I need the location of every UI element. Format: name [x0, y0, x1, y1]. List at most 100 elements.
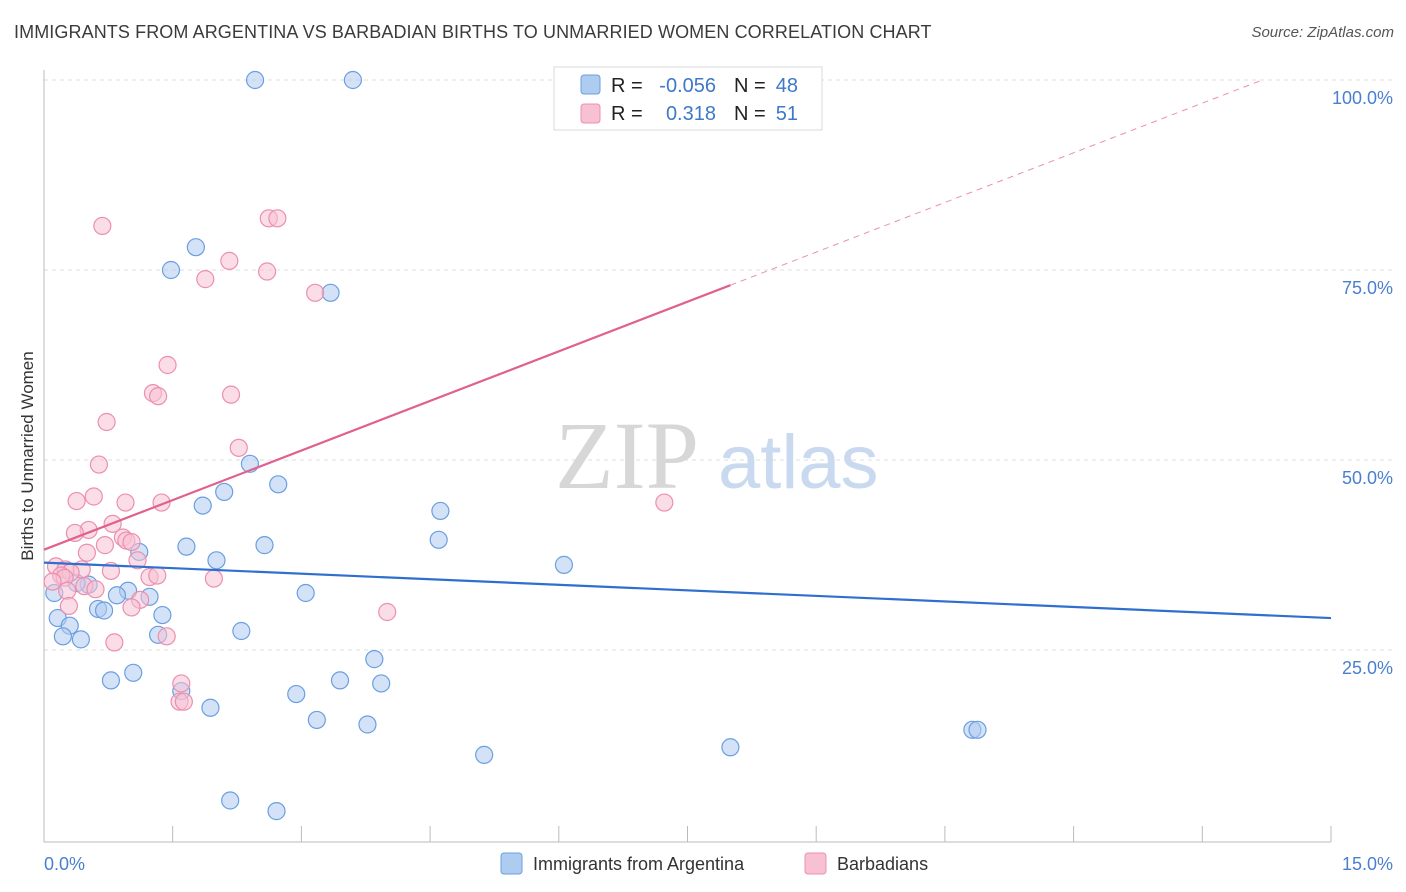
barbadians-point [95, 536, 115, 555]
legend-label-argentina: Immigrants from Argentina [533, 854, 745, 874]
barbadians-point [97, 412, 116, 432]
barbadians-point [77, 543, 97, 562]
watermark-atlas: atlas [718, 420, 879, 505]
barbadians-point [174, 692, 193, 711]
argentina-point [554, 555, 574, 574]
argentina-point [321, 283, 340, 302]
argentina-point [101, 671, 121, 690]
watermark-zip: ZIP [555, 402, 699, 509]
stats-n-value-pink: 51 [776, 103, 798, 125]
barbadians-point [58, 581, 77, 600]
stats-r-label-blue: R = [611, 75, 643, 97]
stats-n-label-pink: N = [734, 103, 766, 125]
barbadians-point [157, 627, 176, 646]
barbadians-point [84, 487, 103, 506]
chart-title: IMMIGRANTS FROM ARGENTINA VS BARBADIAN B… [14, 22, 932, 42]
barbadians-point [128, 551, 147, 570]
argentina-point [372, 674, 391, 693]
y-tick-label: 75.0% [1342, 278, 1393, 298]
argentina-point [269, 475, 288, 494]
argentina-point [968, 720, 987, 739]
legend-label-barbadians: Barbadians [837, 854, 928, 874]
argentina-point [365, 650, 384, 669]
argentina-point [201, 698, 220, 717]
barbadians-point [257, 262, 277, 281]
y-tick-labels: 25.0% 50.0% 75.0% 100.0% [1332, 88, 1393, 678]
argentina-point [330, 671, 350, 690]
y-tick-label: 50.0% [1342, 468, 1393, 488]
stats-r-value-pink: 0.318 [666, 103, 716, 125]
argentina-point [94, 601, 114, 620]
barbadians-trend-line [43, 284, 731, 551]
barbadians-point [655, 493, 674, 512]
barbadians-point [196, 270, 215, 289]
barbadians-point [306, 283, 325, 302]
barbadians-point [158, 355, 177, 375]
argentina-point [221, 791, 240, 810]
barbadians-point [220, 251, 239, 270]
argentina-point [475, 745, 494, 764]
argentina-point [232, 621, 251, 641]
argentina-point [721, 738, 740, 757]
barbadians-point [122, 598, 141, 617]
argentina-point [287, 684, 306, 704]
argentina-point [193, 496, 212, 515]
barbadians-point [43, 572, 62, 591]
y-tick-label: 25.0% [1342, 658, 1393, 678]
barbadians-point [59, 596, 78, 616]
argentina-point [431, 501, 450, 521]
argentina-point [107, 586, 127, 605]
barbadians-point [67, 491, 86, 511]
series-barbadians-points [43, 209, 674, 711]
argentina-point [267, 802, 286, 821]
argentina-point [153, 605, 172, 625]
barbadians-trend-extension [730, 79, 1263, 286]
argentina-point [186, 238, 205, 257]
argentina-point [215, 482, 234, 502]
barbadians-point [148, 566, 167, 585]
barbadians-point [149, 387, 168, 406]
trend-lines [43, 79, 1332, 620]
argentina-point [296, 583, 315, 603]
barbadians-point [86, 580, 105, 599]
argentina-point [429, 530, 448, 549]
barbadians-point [229, 438, 248, 457]
series-legend: Immigrants from Argentina Barbadians [500, 852, 928, 875]
x-tick-label-min: 0.0% [44, 854, 85, 874]
barbadians-point [89, 455, 109, 474]
barbadians-point [122, 532, 141, 552]
stats-legend-swatch-blue [580, 74, 601, 95]
argentina-trend-line [43, 561, 1332, 620]
argentina-point [245, 70, 265, 90]
argentina-point [71, 630, 90, 649]
source-label: Source: ZipAtlas.com [1251, 24, 1394, 41]
stats-n-value-blue: 48 [776, 75, 798, 97]
stats-r-value-blue: -0.056 [659, 75, 716, 97]
stats-legend: R = -0.056 N = 48 R = 0.318 N = 51 [553, 66, 823, 131]
barbadians-point [221, 385, 241, 404]
y-tick-label: 100.0% [1332, 88, 1393, 108]
stats-r-label-pink: R = [611, 103, 643, 125]
barbadians-point [204, 569, 223, 588]
argentina-point [307, 710, 326, 730]
barbadians-point [378, 602, 397, 622]
stats-n-label-blue: N = [734, 75, 766, 97]
x-axis-ticks [43, 826, 1332, 842]
watermark: ZIP atlas [555, 402, 879, 509]
legend-swatch-argentina [500, 852, 523, 875]
barbadians-point [116, 493, 135, 512]
gridlines [44, 79, 1393, 651]
y-axis-label: Births to Unmarried Women [18, 351, 37, 560]
argentina-point [207, 551, 226, 570]
argentina-point [343, 70, 362, 90]
argentina-point [124, 663, 143, 682]
barbadians-point [268, 209, 287, 228]
argentina-point [177, 537, 196, 556]
barbadians-point [172, 674, 191, 693]
barbadians-point [93, 216, 112, 236]
argentina-point [53, 627, 72, 646]
argentina-point [358, 715, 377, 734]
argentina-point [255, 536, 274, 555]
barbadians-point [105, 633, 124, 652]
